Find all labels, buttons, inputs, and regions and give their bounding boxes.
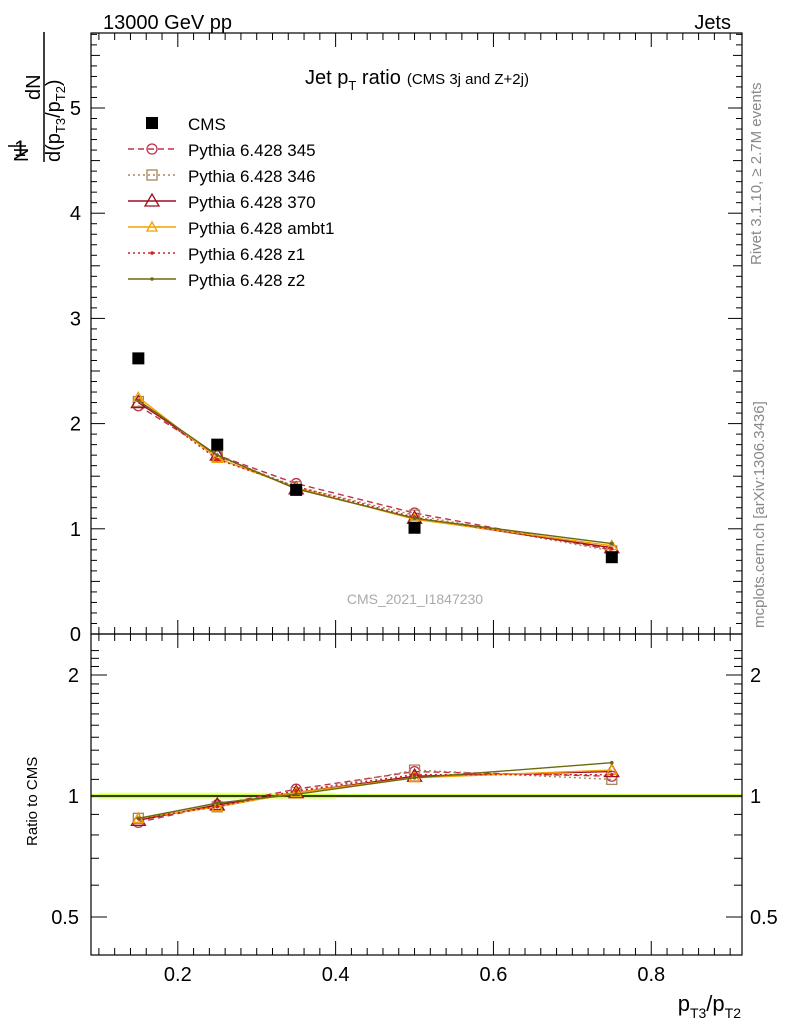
main-series-layer (130, 352, 620, 564)
svg-text:N: N (11, 148, 33, 162)
main-series-z2-line (137, 399, 612, 545)
main-series-z1-point (610, 546, 614, 551)
legend-entry-p346-label: Pythia 6.428 346 (188, 167, 316, 186)
legend-entry-z2-label: Pythia 6.428 z2 (188, 271, 305, 290)
ratio-y-tick-label: 2 (68, 665, 79, 687)
main-series-z2-point (215, 453, 220, 457)
ratio-uncertainty-band (91, 792, 742, 800)
ratio-series-ambt1-point (290, 786, 303, 798)
legend-entry-ambt1-marker (145, 220, 159, 232)
mcplots-label: mcplots.cern.ch [arXiv:1306.3436] (751, 401, 768, 628)
svg-text:dN: dN (23, 74, 45, 100)
ratio-frame-box (90, 633, 743, 956)
analysis-watermark: CMS_2021_I1847230 (347, 591, 483, 607)
header-energy: 13000 GeV pp (103, 12, 232, 34)
x-tick-label: 0.6 (480, 964, 508, 986)
legend-entry-p370-marker (143, 192, 161, 207)
main-series-z2-point (412, 516, 417, 521)
ratio-y-tick-label-right: 0.5 (750, 907, 778, 929)
header-process: Jets (694, 12, 731, 34)
ratio-series-z1-point (215, 805, 220, 809)
cms-data-point (408, 521, 421, 534)
ratio-series-z1-point (294, 789, 298, 793)
legend-entry-p345-label: Pythia 6.428 345 (188, 141, 316, 160)
rivet-version-label: Rivet 3.1.10, ≥ 2.7M events (748, 83, 765, 266)
x-axis-label: pT3/pT2 (678, 991, 742, 1021)
svg-text:1: 1 (14, 136, 26, 161)
main-series-ambt1-line (137, 396, 612, 547)
ratio-y-tick-label: 0.5 (51, 907, 79, 929)
ratio-plot-frame: 0.5 0.5 1 1 2 2 0.2 0.4 0.6 0.8 (51, 633, 778, 986)
cms-data-point (211, 438, 224, 451)
ratio-y-tick-label: 1 (68, 786, 79, 808)
legend-entry-p346-marker (146, 169, 158, 181)
ratio-series-z2-point (294, 792, 298, 797)
cms-data-point (132, 352, 145, 365)
legend-entry-p345-marker (146, 143, 158, 155)
main-series-z2-point (136, 398, 141, 403)
legend: CMS Pythia 6.428 345 Pythia 6.428 346 Pythi… (128, 115, 334, 290)
ratio-series-z2-line (138, 762, 612, 820)
ratio-y-axis-label: Ratio to CMS (24, 757, 41, 846)
ratio-series-z1-point (412, 772, 417, 777)
main-y-tick-label: 2 (70, 414, 81, 436)
main-y-axis-label: 1 dN d(pT3/pT2) N (8, 32, 68, 162)
ratio-series-z2-point (412, 775, 417, 780)
ratio-series-z1-point (610, 772, 614, 777)
cms-data-point (290, 483, 303, 496)
legend-entry-cms-label: CMS (188, 115, 226, 134)
ratio-series-ambt1-point (211, 800, 224, 812)
main-y-tick-label: 4 (70, 203, 81, 225)
ratio-y-tick-label-right: 2 (750, 665, 761, 687)
main-series-z2-point (610, 541, 614, 546)
x-tick-label: 0.2 (164, 964, 192, 986)
ratio-series-layer (130, 760, 620, 828)
main-plot-frame: 0 1 2 3 4 5 (70, 32, 743, 646)
ratio-y-tick-label-right: 1 (750, 786, 761, 808)
main-y-tick-label: 1 (70, 519, 81, 541)
svg-text:d(pT3/pT2): d(pT3/pT2) (43, 79, 68, 162)
cms-data-point (605, 551, 618, 564)
main-series-p346-line (137, 400, 612, 552)
legend-entry-ambt1-label: Pythia 6.428 ambt1 (188, 219, 334, 238)
main-series-z1-line (137, 399, 612, 550)
plot-title: Jet pT ratio (CMS 3j and Z+2j) (305, 67, 529, 93)
legend-entry-z1-marker (150, 251, 154, 255)
legend-entry-cms-marker (146, 117, 158, 129)
x-tick-label: 0.8 (637, 964, 665, 986)
ratio-series-z2-point (610, 760, 614, 765)
main-y-tick-label: 5 (70, 98, 81, 120)
legend-entry-z2-marker (150, 277, 154, 281)
main-series-p345-line (137, 405, 612, 551)
main-series-z1-point (215, 457, 220, 462)
main-y-tick-label: 3 (70, 308, 81, 330)
legend-entry-z1-label: Pythia 6.428 z1 (188, 245, 305, 264)
ratio-series-z2-point (136, 816, 141, 821)
main-series-p370-line (137, 401, 612, 549)
legend-entry-p370-label: Pythia 6.428 370 (188, 193, 316, 212)
x-tick-label: 0.4 (322, 964, 350, 986)
main-y-tick-label: 0 (70, 624, 81, 646)
ratio-series-z2-point (215, 801, 220, 805)
